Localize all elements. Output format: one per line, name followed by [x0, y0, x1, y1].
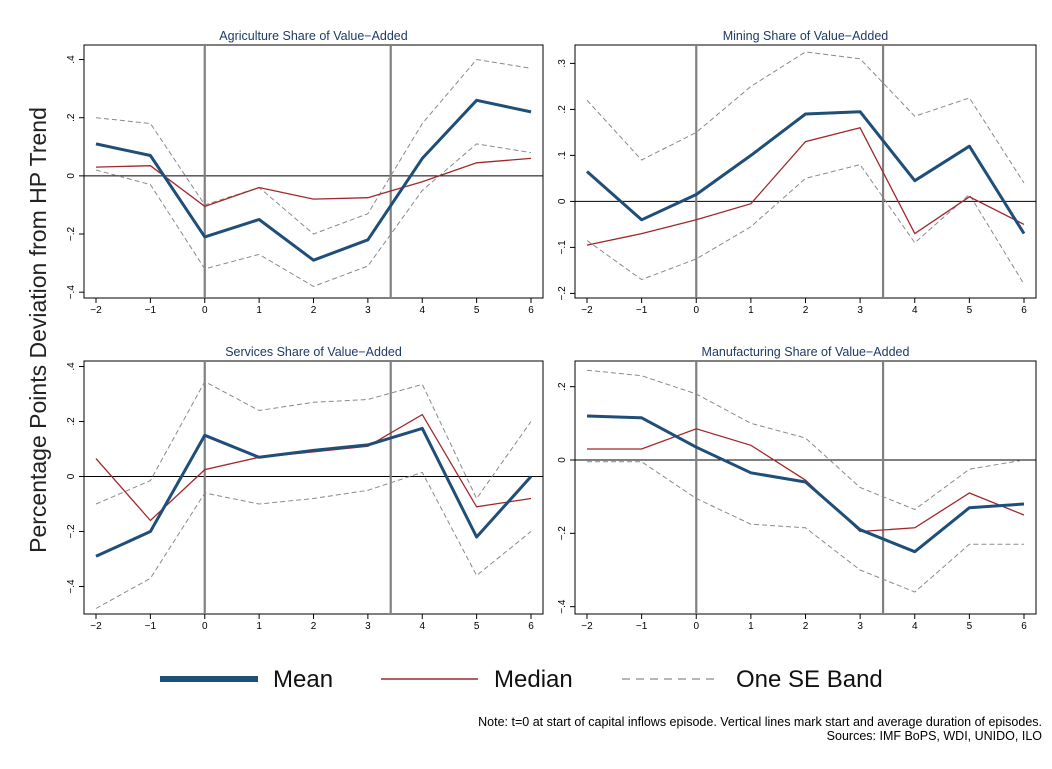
- y-tick-label: .1: [557, 151, 568, 160]
- x-tick-label: −2: [90, 621, 102, 632]
- x-tick-label: 1: [748, 621, 754, 632]
- series-median-line: [587, 428, 1025, 533]
- y-tick-label: −.2: [66, 524, 77, 539]
- x-tick-label: 5: [967, 621, 973, 632]
- series-upper-band-line: [95, 380, 532, 505]
- y-tick-label: −.4: [66, 579, 77, 594]
- legend-band-label: One SE Band: [736, 666, 883, 693]
- x-tick-label: −1: [636, 621, 648, 632]
- chart-panels: Agriculture Share of Value−Added −2 −1 0 1 2 3…: [66, 29, 1037, 632]
- x-tick-label: 2: [311, 305, 317, 316]
- series-mean-line: [586, 414, 1025, 554]
- x-tick-label: 2: [803, 305, 809, 316]
- y-tick-label: .2: [557, 105, 568, 114]
- x-tick-label: −1: [145, 621, 157, 632]
- x-tick-label: −2: [581, 621, 593, 632]
- series-lower-band-line: [95, 143, 532, 287]
- x-tick-label: −2: [581, 305, 593, 316]
- panel-title: Manufacturing Share of Value−Added: [702, 345, 910, 359]
- x-tick-label: −2: [90, 305, 102, 316]
- y-axis-title: Percentage Points Deviation from HP Tren…: [25, 107, 51, 553]
- series-upper-band-line: [586, 51, 1025, 184]
- x-tick-label: 5: [967, 305, 973, 316]
- series-mean-line: [586, 110, 1026, 235]
- x-tick-label: 1: [256, 305, 262, 316]
- series-upper-band-line: [95, 58, 532, 235]
- legend-mean-label: Mean: [273, 666, 333, 693]
- y-tick-label: −.2: [557, 286, 568, 301]
- note-text: Note: t=0 at start of capital inflows ep…: [478, 715, 1042, 729]
- y-tick-label: .2: [557, 382, 568, 391]
- panel-title: Mining Share of Value−Added: [723, 29, 889, 43]
- x-tick-label: 6: [528, 305, 534, 316]
- x-tick-label: 4: [912, 621, 918, 632]
- y-tick-label: 0: [557, 457, 568, 463]
- x-tick-label: 3: [857, 305, 863, 316]
- y-tick-label: .2: [66, 113, 77, 122]
- y-tick-label: −.2: [557, 526, 568, 541]
- y-tick-label: 0: [557, 198, 568, 204]
- panel-manufacturing-share-of-value-added: Manufacturing Share of Value−Added −2 −1 0 1…: [557, 345, 1037, 632]
- x-tick-label: 4: [419, 305, 425, 316]
- panel-services-share-of-value-added: Services Share of Value−Added −2 −1 0 1 2 3 4 5 6…: [66, 345, 544, 632]
- x-tick-label: 6: [1021, 305, 1027, 316]
- series-mean-line: [95, 98, 532, 262]
- x-tick-label: 5: [474, 305, 480, 316]
- x-tick-label: 1: [256, 621, 262, 632]
- y-tick-label: −.4: [557, 599, 568, 614]
- panel-mining-share-of-value-added: Mining Share of Value−Added −2 −1 0 1 2 3 4 5 6 −.…: [557, 29, 1037, 316]
- y-tick-label: 0: [66, 173, 77, 179]
- series-upper-band-line: [586, 369, 1025, 511]
- y-tick-label: .4: [66, 55, 77, 64]
- y-tick-label: −.1: [557, 240, 568, 255]
- sources-text: Sources: IMF BoPS, WDI, UNIDO, ILO: [826, 729, 1042, 743]
- panel-title: Services Share of Value−Added: [225, 345, 402, 359]
- x-tick-label: 2: [803, 621, 809, 632]
- x-tick-label: 0: [202, 621, 208, 632]
- legend: Mean Median One SE Band: [160, 666, 883, 693]
- x-tick-label: 5: [474, 621, 480, 632]
- x-tick-label: 0: [202, 305, 208, 316]
- series-median-line: [586, 127, 1025, 246]
- series-lower-band-line: [587, 461, 1024, 593]
- x-tick-label: −1: [636, 305, 648, 316]
- x-tick-label: 3: [857, 621, 863, 632]
- y-tick-label: .2: [66, 417, 77, 426]
- y-tick-label: .4: [66, 362, 77, 371]
- y-tick-label: .3: [557, 59, 568, 68]
- x-tick-label: 0: [693, 305, 699, 316]
- y-tick-label: 0: [66, 473, 77, 479]
- x-tick-label: 1: [748, 305, 754, 316]
- x-tick-label: 3: [365, 621, 371, 632]
- y-tick-label: −.4: [66, 285, 77, 300]
- y-tick-label: −.2: [66, 226, 77, 241]
- x-tick-label: 0: [693, 621, 699, 632]
- series-mean-line: [95, 426, 533, 558]
- x-tick-label: 3: [365, 305, 371, 316]
- x-tick-label: 4: [912, 305, 918, 316]
- x-tick-label: 6: [1021, 621, 1027, 632]
- series-lower-band-line: [95, 471, 532, 609]
- legend-median-label: Median: [494, 666, 573, 693]
- x-tick-label: 2: [311, 621, 317, 632]
- series-median-line: [95, 157, 532, 208]
- panel-agriculture-share-of-value-added: Agriculture Share of Value−Added −2 −1 0 1 2 3…: [66, 29, 544, 316]
- x-tick-label: 6: [528, 621, 534, 632]
- x-tick-label: 4: [419, 621, 425, 632]
- x-tick-label: −1: [145, 305, 157, 316]
- panel-title: Agriculture Share of Value−Added: [219, 29, 407, 43]
